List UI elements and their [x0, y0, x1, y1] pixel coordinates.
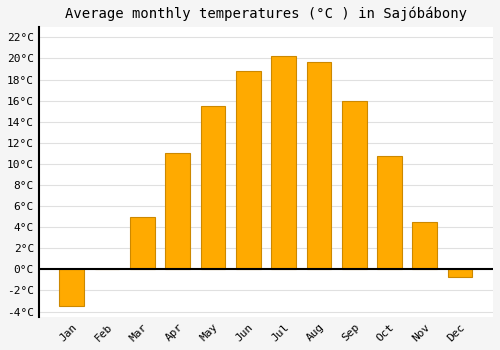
Bar	[448, 270, 472, 277]
Bar	[306, 62, 331, 270]
Bar	[130, 217, 155, 270]
Bar	[166, 153, 190, 270]
Bar	[271, 56, 296, 270]
Bar	[200, 106, 226, 270]
Title: Average monthly temperatures (°C ) in Sajóbábony: Average monthly temperatures (°C ) in Sa…	[65, 7, 467, 21]
Bar	[60, 270, 84, 306]
Bar	[377, 156, 402, 270]
Bar	[342, 100, 366, 270]
Bar	[412, 222, 437, 270]
Bar	[236, 71, 260, 270]
